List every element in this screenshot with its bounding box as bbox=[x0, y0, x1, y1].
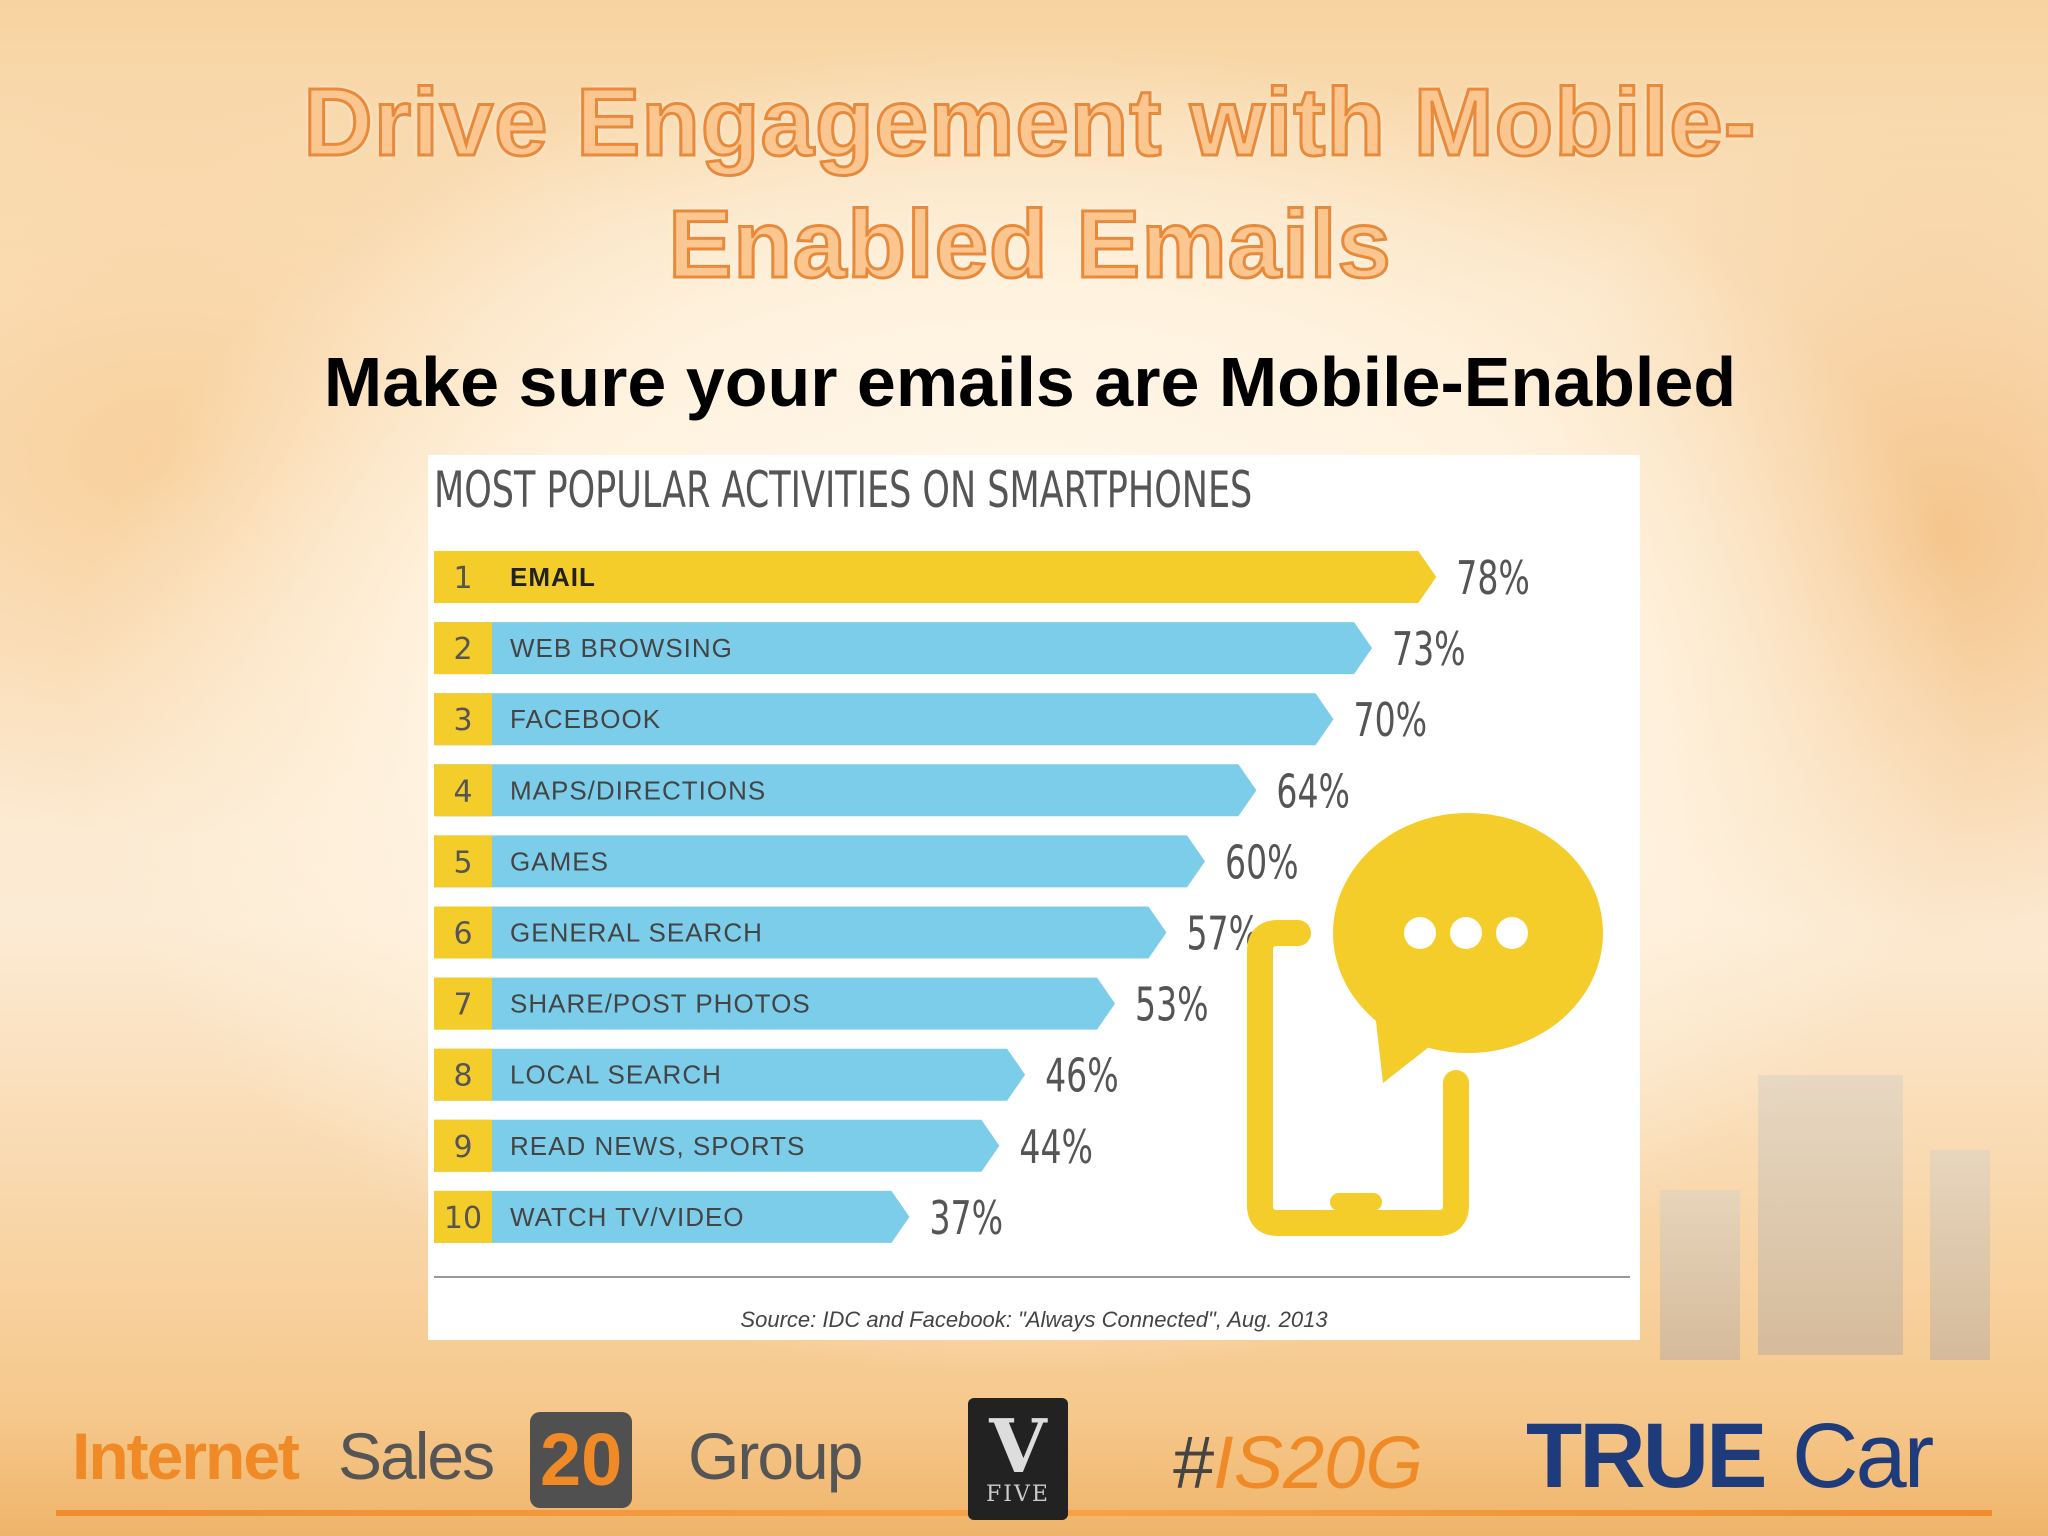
rank-box bbox=[434, 764, 492, 817]
rank-label: 6 bbox=[453, 917, 472, 952]
chat-dot bbox=[1404, 917, 1436, 949]
value-label: 37% bbox=[929, 1193, 1003, 1246]
value-label: 70% bbox=[1354, 695, 1428, 748]
value-label: 64% bbox=[1276, 766, 1350, 819]
footer-hashtag: #IS20G bbox=[1172, 1420, 1423, 1505]
category-label: GENERAL SEARCH bbox=[510, 918, 763, 948]
rank-label: 1 bbox=[453, 561, 472, 596]
bar bbox=[434, 551, 1437, 603]
hashtag-text: IS20G bbox=[1213, 1421, 1423, 1504]
bar bbox=[434, 764, 1257, 817]
v-logo-five: FIVE bbox=[986, 1482, 1050, 1507]
category-label: WATCH TV/VIDEO bbox=[510, 1202, 745, 1232]
footer-logo-sales: Sales bbox=[338, 1419, 495, 1493]
rank-box bbox=[434, 693, 492, 746]
category-label: READ NEWS, SPORTS bbox=[510, 1131, 805, 1161]
category-label: SHARE/POST PHOTOS bbox=[510, 989, 811, 1019]
bar bbox=[434, 622, 1373, 675]
footer-logo-20-badge: 20 bbox=[530, 1412, 633, 1508]
category-label: FACEBOOK bbox=[510, 704, 661, 734]
background-building bbox=[1758, 1075, 1903, 1355]
rank-box bbox=[434, 977, 492, 1030]
slide-title-line-2: Enabled Emails bbox=[667, 190, 1393, 300]
value-label: 53% bbox=[1135, 979, 1209, 1032]
rank-label: 7 bbox=[453, 988, 472, 1023]
value-label: 44% bbox=[1019, 1121, 1093, 1174]
rank-label: 5 bbox=[453, 845, 472, 880]
chart-title: MOST POPULAR ACTIVITIES ON SMARTPHONES bbox=[434, 461, 1253, 519]
source-note: Source: IDC and Facebook: "Always Connec… bbox=[740, 1307, 1328, 1332]
rank-box bbox=[434, 906, 492, 959]
category-label: WEB BROWSING bbox=[510, 633, 733, 663]
slide-subtitle: Make sure your emails are Mobile-Enabled bbox=[323, 343, 1737, 421]
value-label: 73% bbox=[1392, 624, 1466, 677]
smartphone-home-button bbox=[1330, 1193, 1382, 1211]
truecar-logo-true: TRUE bbox=[1526, 1405, 1767, 1507]
rank-box bbox=[434, 622, 492, 675]
smartphone-chat-bubble-icon bbox=[1247, 813, 1603, 1236]
rank-box bbox=[434, 1190, 492, 1243]
bar bbox=[434, 1048, 1026, 1101]
value-label: 60% bbox=[1225, 837, 1299, 890]
rank-label: 8 bbox=[453, 1059, 472, 1094]
footer-logo-group: Group bbox=[688, 1419, 863, 1493]
category-label: LOCAL SEARCH bbox=[510, 1060, 722, 1090]
v-five-logo: V FIVE bbox=[968, 1398, 1068, 1520]
chat-dot bbox=[1450, 917, 1482, 949]
bar bbox=[434, 693, 1334, 746]
bar bbox=[434, 977, 1116, 1030]
smartphone-outline bbox=[1247, 920, 1469, 1236]
chart-panel: 1 EMAIL 78% 2 WEB BROWSING 73% 3 FACEBOOK 70% 4 MA… bbox=[428, 455, 1640, 1340]
bar bbox=[434, 906, 1167, 959]
rank-box bbox=[434, 835, 492, 888]
bars-layer: 1 EMAIL 78% 2 WEB BROWSING 73% 3 FACEBOOK 70% 4 MA… bbox=[434, 551, 1530, 1245]
bar bbox=[434, 1119, 1000, 1172]
rank-label: 9 bbox=[453, 1130, 472, 1165]
background-building bbox=[1660, 1190, 1740, 1360]
value-label: 46% bbox=[1045, 1050, 1119, 1103]
rank-box bbox=[434, 1048, 492, 1101]
v-logo-letter: V bbox=[989, 1404, 1047, 1490]
bar bbox=[434, 1190, 910, 1243]
chart-divider bbox=[434, 1276, 1630, 1278]
bar-chart: 1 EMAIL 78% 2 WEB BROWSING 73% 3 FACEBOOK 70% 4 MA… bbox=[434, 551, 1603, 1245]
truecar-logo-car: Car bbox=[1792, 1405, 1934, 1507]
chat-bubble-tail bbox=[1373, 995, 1438, 1083]
rank-label: 3 bbox=[453, 703, 472, 738]
slide-title-line-1: Drive Engagement with Mobile- bbox=[302, 68, 1757, 178]
category-label: EMAIL bbox=[510, 562, 596, 592]
category-label: GAMES bbox=[510, 846, 609, 876]
rank-box bbox=[434, 551, 492, 603]
category-label: MAPS/DIRECTIONS bbox=[510, 775, 766, 805]
rank-label: 4 bbox=[453, 774, 472, 809]
chat-dot bbox=[1496, 917, 1528, 949]
rank-label: 2 bbox=[453, 632, 472, 667]
value-label: 78% bbox=[1456, 553, 1530, 606]
hashtag-symbol: # bbox=[1172, 1421, 1214, 1504]
rank-box bbox=[434, 1119, 492, 1172]
bar bbox=[434, 835, 1205, 888]
footer-logo-internet: Internet bbox=[72, 1419, 300, 1493]
background-building bbox=[1930, 1150, 1990, 1360]
slide-title: Drive Engagement with Mobile- Enabled Em… bbox=[150, 62, 1910, 306]
rank-label: 10 bbox=[444, 1201, 482, 1236]
